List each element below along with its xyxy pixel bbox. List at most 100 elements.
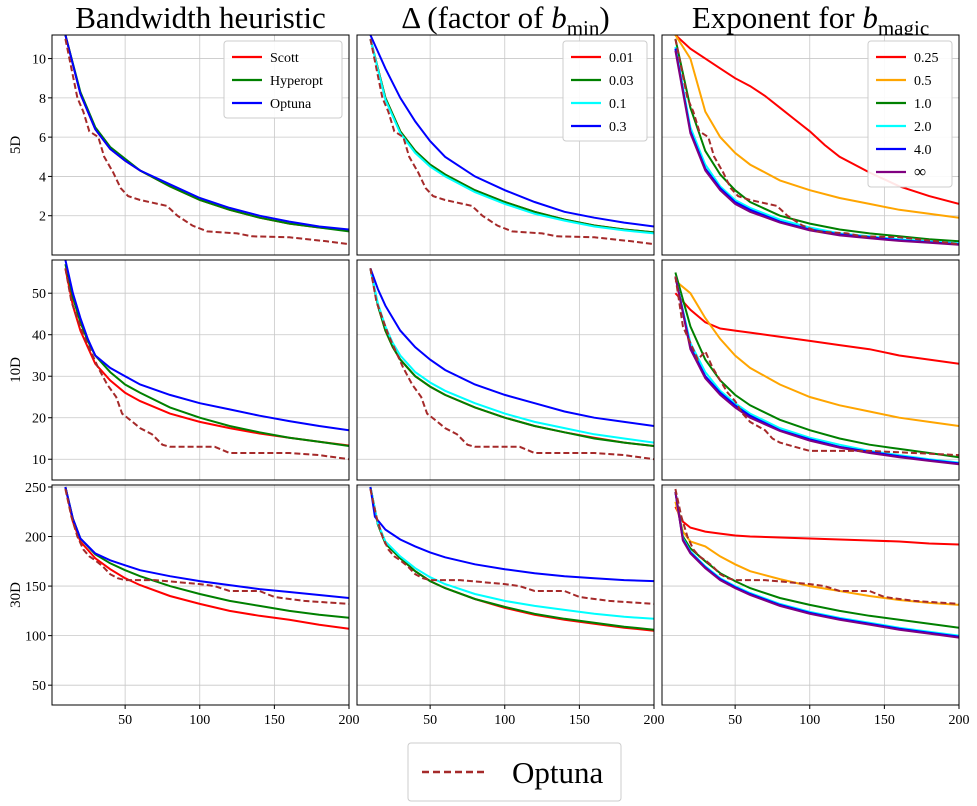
plot-area (357, 260, 654, 480)
series-line-optuna (64, 35, 349, 231)
series-line-hyperopt (64, 263, 349, 447)
panel-10d-col1: 10 20 30 40 50 (32, 259, 350, 481)
legend-label: 0.5 (914, 74, 932, 89)
plot-frame (661, 259, 960, 481)
series-line-optuna-tpe- (674, 488, 959, 605)
y-tick-label: 50 (32, 679, 46, 694)
series-group (369, 267, 654, 461)
series-group (64, 35, 349, 246)
series-line-optuna-tpe- (369, 38, 654, 246)
y-tick-label: 10 (32, 453, 46, 468)
y-tick-label: 50 (32, 287, 46, 302)
plot-frame (661, 484, 960, 706)
series-line-0-5 (674, 501, 959, 606)
plot-area (357, 485, 654, 705)
series-line-0-3 (369, 486, 654, 583)
series-line-optuna (64, 260, 349, 432)
series-line-1-0 (674, 272, 959, 459)
x-tick-label: 200 (949, 713, 970, 728)
legend-box (223, 40, 343, 119)
y-tick-label: 10 (32, 53, 46, 68)
panel-10d-col2 (356, 259, 655, 481)
x-tick-label: 50 (118, 713, 132, 728)
series-line-0-03 (369, 486, 654, 631)
legend-label: 0.03 (609, 74, 634, 89)
series-line-1-0 (674, 491, 959, 629)
series-line-optuna-tpe- (369, 268, 654, 461)
series-line-optuna (64, 486, 349, 599)
x-tick-label: 50 (423, 713, 437, 728)
series-line-optuna-tpe- (64, 38, 349, 246)
series-line-optuna-tpe- (64, 268, 349, 461)
column-title-1: Bandwidth heuristic (75, 0, 326, 35)
legend-box (867, 40, 953, 188)
column-title-math: b (551, 0, 567, 35)
row-label-5d: 5D (8, 136, 24, 155)
series-line-0-5 (674, 35, 959, 219)
legend-label: 0.01 (609, 51, 634, 66)
panel-10d-col3 (661, 259, 960, 481)
plot-frame (51, 484, 350, 706)
plot-frame (356, 34, 655, 256)
series-group (64, 260, 349, 461)
series-group (369, 35, 654, 246)
x-tick-label: 100 (189, 713, 210, 728)
bottom-legend-label: Optuna (512, 755, 604, 790)
x-tick-label: 50 (728, 713, 742, 728)
column-title-3: Exponent for bmagic (692, 0, 929, 40)
legend-label: Scott (270, 51, 299, 66)
column-title-suffix: ) (599, 0, 609, 35)
legend-label: 0.25 (914, 51, 939, 66)
x-tick-label: 200 (339, 713, 360, 728)
plot-area (662, 260, 959, 480)
legend-label: 4.0 (914, 143, 932, 158)
column-title-text: Bandwidth heuristic (75, 0, 326, 35)
series-line-0-25 (674, 506, 959, 546)
panel-5d-col2: 0.01 0.03 0.1 0.3 (356, 34, 655, 256)
series-line-optuna-tpe- (674, 38, 959, 246)
y-tick-label: 2 (39, 210, 46, 225)
legend-label: ∞ (914, 162, 926, 181)
y-tick-label: 4 (39, 170, 46, 185)
panel-5d-col1: 2 4 6 8 10 Scott Hyperopt Optuna (32, 34, 350, 256)
plot-frame (356, 259, 655, 481)
y-tick-label: 20 (32, 412, 46, 427)
legend-label: 0.1 (609, 97, 627, 112)
plot-frame (51, 34, 350, 256)
x-tick-label: 150 (569, 713, 590, 728)
series-line-2-0 (674, 276, 959, 464)
column-title-text: Δ (factor of (401, 0, 551, 35)
series-line-0-03 (369, 268, 654, 447)
plot-frame (661, 34, 960, 256)
row-label-30d: 30D (8, 582, 24, 608)
panel-30d-col1: 50 100 150 200 50 100 150 200 250 (25, 481, 360, 728)
x-tick-label: 100 (799, 713, 820, 728)
series-line-- (674, 276, 959, 466)
series-line-0-5 (674, 280, 959, 427)
y-tick-label: 40 (32, 329, 46, 344)
series-line-optuna-tpe- (64, 488, 349, 605)
y-tick-label: 200 (25, 531, 46, 546)
series-group (64, 486, 349, 630)
y-tick-label: 8 (39, 92, 46, 107)
panel-30d-col3: 50 100 150 200 (661, 484, 970, 728)
x-tick-label: 100 (494, 713, 515, 728)
legend-label: 0.3 (609, 120, 627, 135)
y-tick-label: 150 (25, 580, 46, 595)
series-line-optuna-tpe- (369, 488, 654, 605)
x-tick-label: 150 (874, 713, 895, 728)
panel-5d-col3: 0.25 0.5 1.0 2.0 4.0 ∞ (661, 34, 960, 256)
plot-frame (51, 259, 350, 481)
column-title-math: b (862, 0, 878, 35)
plot-area (662, 485, 959, 705)
bottom-legend: Optuna (407, 742, 622, 802)
series-line-0-1 (369, 38, 654, 235)
legend-label: 2.0 (914, 120, 932, 135)
x-tick-label: 150 (264, 713, 285, 728)
series-line-0-3 (369, 35, 654, 228)
bottom-legend-box (407, 742, 622, 802)
legend-label: Hyperopt (270, 74, 323, 89)
series-line-0-3 (369, 267, 654, 427)
series-line-0-25 (674, 292, 959, 365)
